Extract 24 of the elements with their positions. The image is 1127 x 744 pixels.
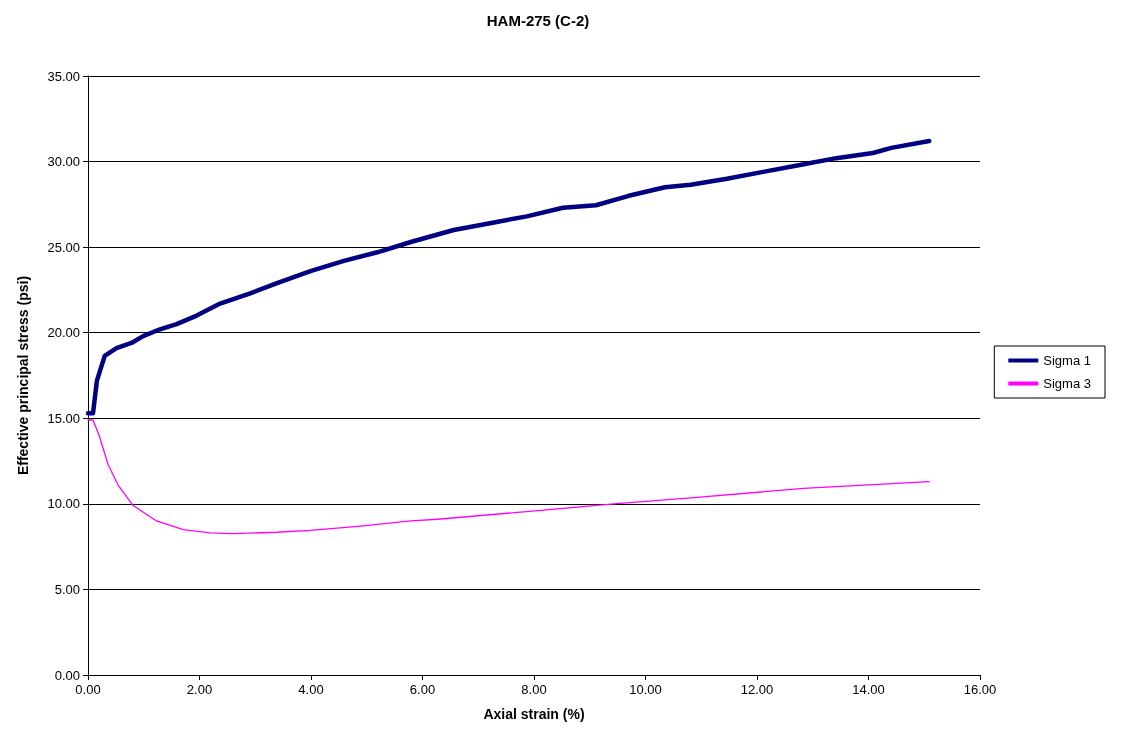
y-axis-title: Effective principal stress (psi) <box>15 275 31 476</box>
y-tick-label: 35.00 <box>47 68 80 84</box>
y-tick-label: 10.00 <box>47 496 80 512</box>
x-tick-label: 6.00 <box>409 682 436 697</box>
x-tick-label: 4.00 <box>298 682 324 697</box>
y-tick-label: 20.00 <box>47 325 80 341</box>
x-tick-label: 2.00 <box>186 682 213 697</box>
y-tick-label: 0.00 <box>54 667 80 683</box>
x-tick-label: 16.00 <box>963 682 997 697</box>
line-series <box>85 138 932 416</box>
x-tick-label: 14.00 <box>852 682 885 697</box>
x-tick-label: 8.00 <box>521 682 547 697</box>
line-series <box>87 419 930 535</box>
y-tick-label: 5.00 <box>54 581 80 597</box>
legend-label: Sigma 3 <box>1043 376 1092 391</box>
y-tick-label: 30.00 <box>47 154 80 170</box>
x-tick-label: 12.00 <box>740 682 774 697</box>
x-tick-label: 10.00 <box>629 682 662 697</box>
x-axis-title: Axial strain (%) <box>483 706 585 722</box>
y-tick-label: 15.00 <box>47 410 80 426</box>
legend-label: Sigma 1 <box>1043 353 1092 368</box>
chart-title: HAM-275 (C-2) <box>486 12 590 29</box>
x-tick-label: 0.00 <box>75 682 101 697</box>
y-tick-label: 25.00 <box>47 239 80 255</box>
